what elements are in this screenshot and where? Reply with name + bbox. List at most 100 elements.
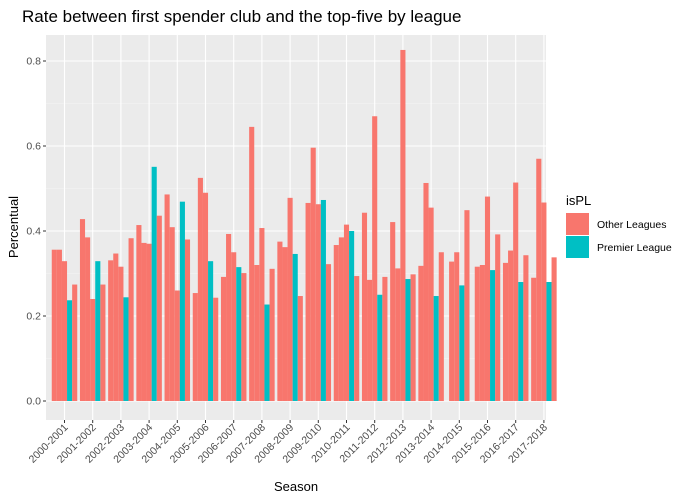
y-tick-label: 0.2 [26,311,41,323]
bar-premier-league [208,261,214,401]
bar-other-leagues [523,255,529,401]
bar-premier-league [151,166,157,401]
bar-other-leagues [536,158,542,401]
bar-premier-league [518,282,524,401]
bar-other-leagues [254,265,260,401]
bar-other-leagues [184,239,191,401]
bar-other-leagues [128,238,134,401]
bar-other-leagues [141,242,147,401]
bar-other-leagues [541,202,547,401]
bar-other-leagues [56,249,62,401]
bar-other-leagues [305,202,311,401]
bar-other-leagues [85,237,91,401]
bar-other-leagues [372,116,378,401]
bar-premier-league [405,279,411,401]
bar-other-leagues [156,215,162,401]
bar-premier-league [179,201,185,401]
bar-other-leagues [146,243,152,401]
bar-other-leagues [213,297,219,401]
bar-other-leagues [400,49,406,401]
bar-other-leagues [287,197,293,401]
bar-other-leagues [438,252,444,401]
bar-other-leagues [354,276,360,401]
bar-other-leagues [226,233,232,401]
bar-other-leagues [241,273,247,401]
bar-premier-league [67,300,73,401]
y-tick-label: 0.8 [26,56,41,68]
bar-other-leagues [282,247,288,401]
y-axis-title: Percentual [6,196,21,258]
bar-other-leagues [164,194,170,401]
x-axis: 2000-20012001-20022002-20032003-20042004… [27,420,550,466]
bar-premier-league [95,261,101,401]
bar-other-leagues [269,268,275,401]
x-axis-title: Season [274,479,318,494]
bar-other-leagues [395,268,401,401]
bar-other-leagues [169,227,175,401]
bar-other-leagues [197,177,203,401]
legend-title: isPL [566,193,591,208]
bar-other-leagues [310,147,316,401]
bar-other-leagues [464,210,470,401]
bar-other-leagues [277,241,283,401]
legend: isPL Other Leagues Premier League [566,193,672,258]
bar-premier-league [320,199,326,401]
bar-other-leagues [531,277,537,401]
bar-other-leagues [51,249,57,401]
bar-other-leagues [551,257,557,401]
bar-other-leagues [202,192,209,401]
bars [51,49,557,401]
bar-premier-league [236,267,242,401]
bar-other-leagues [361,212,368,401]
bar-other-leagues [513,182,519,401]
y-tick-label: 0.0 [26,396,41,408]
bar-other-leagues [61,261,68,401]
bar-premier-league [459,285,465,401]
bar-other-leagues [338,237,344,401]
bar-other-leagues [428,207,434,401]
bar-other-leagues [108,260,114,401]
bar-other-leagues [454,252,460,401]
bar-other-leagues [367,279,373,401]
bar-other-leagues [382,276,388,401]
bar-other-leagues [192,293,198,401]
bar-other-leagues [418,265,424,401]
bar-other-leagues [343,224,350,401]
bar-other-leagues [79,219,86,401]
bar-other-leagues [495,234,501,401]
bar-other-leagues [100,284,106,401]
bar-other-leagues [390,222,396,401]
bar-premier-league [546,282,552,401]
bar-premier-league [377,294,383,401]
bar-other-leagues [174,290,180,401]
bar-premier-league [292,253,298,401]
bar-other-leagues [484,196,491,401]
bar-other-leagues [259,228,265,401]
chart-title: Rate between first spender club and the … [22,7,461,26]
bar-other-leagues [90,299,96,401]
bar-other-leagues [333,245,339,401]
bar-other-leagues [72,284,78,401]
legend-label-other-leagues: Other Leagues [597,219,666,231]
bar-premier-league [490,270,496,401]
legend-swatch-premier-league [566,236,589,258]
bar-other-leagues [231,252,237,401]
bar-other-leagues [423,182,429,401]
bar-other-leagues [502,262,509,401]
legend-label-premier-league: Premier League [597,242,672,254]
bar-other-leagues [479,265,485,401]
bar-premier-league [264,304,270,401]
bar-other-leagues [113,253,119,401]
bar-other-leagues [297,296,303,401]
bar-other-leagues [220,276,227,401]
bar-premier-league [123,297,129,401]
y-tick-label: 0.6 [26,141,41,153]
bar-other-leagues [315,204,321,401]
y-tick-label: 0.4 [26,226,41,238]
legend-swatch-other-leagues [566,213,589,235]
bar-other-leagues [118,266,124,401]
bar-premier-league [349,231,355,401]
bar-other-leagues [325,264,332,401]
bar-other-leagues [410,274,416,401]
